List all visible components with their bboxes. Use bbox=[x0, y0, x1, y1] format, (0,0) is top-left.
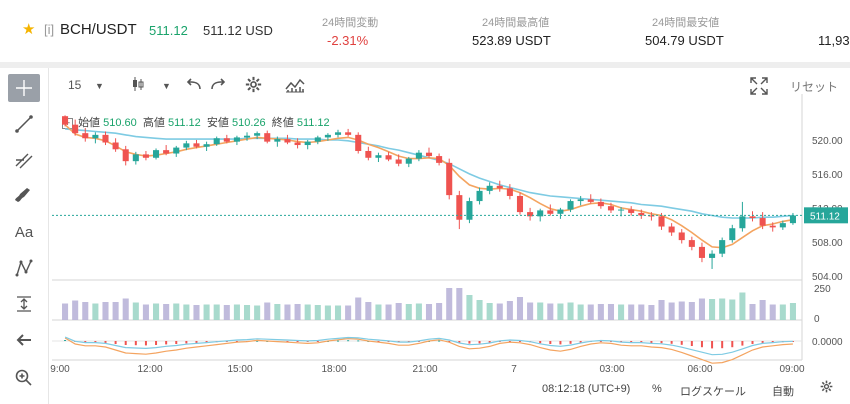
drawing-toolbar: Aa bbox=[0, 68, 49, 404]
pair-name[interactable]: BCH/USDT bbox=[60, 21, 137, 38]
ticker-header: ★ [i] BCH/USDT 511.12 511.12 USD 24時間変動 … bbox=[0, 0, 850, 62]
reset-button[interactable]: リセット bbox=[790, 80, 839, 94]
low-value: 510.26 bbox=[231, 117, 266, 129]
chart-settings-gear-icon[interactable] bbox=[820, 380, 833, 396]
percent-toggle[interactable]: % bbox=[652, 383, 662, 395]
close-label: 終値 bbox=[271, 117, 294, 129]
stat-high-value: 523.89 USDT bbox=[472, 33, 551, 48]
pair-tag: [i] bbox=[44, 22, 55, 37]
clock-time: 08:12:18 (UTC+9) bbox=[542, 383, 631, 395]
chart-type-chevron-icon[interactable]: ▼ bbox=[162, 81, 171, 91]
stat-change-label: 24時間変動 bbox=[322, 17, 379, 29]
stat-volume-value: 11,93 bbox=[818, 33, 850, 48]
stat-low-value: 504.79 USDT bbox=[645, 33, 724, 48]
zoom-icon[interactable] bbox=[8, 364, 40, 392]
text-tool-icon[interactable]: Aa bbox=[14, 223, 34, 241]
stat-low-label: 24時間最安値 bbox=[652, 17, 720, 29]
redo-icon[interactable] bbox=[210, 77, 226, 94]
settings-gear-icon[interactable] bbox=[245, 76, 262, 96]
legend-expand-icon[interactable]: + bbox=[62, 118, 73, 129]
undo-icon[interactable] bbox=[186, 77, 202, 94]
brush-tool-icon[interactable] bbox=[8, 182, 40, 210]
favorite-star-icon[interactable]: ★ bbox=[22, 21, 36, 38]
crosshair-tool-icon[interactable] bbox=[8, 74, 40, 102]
interval-select[interactable]: 15 bbox=[68, 78, 82, 92]
chevron-down-icon[interactable]: ▼ bbox=[95, 81, 104, 91]
low-label: 安値 bbox=[206, 117, 229, 129]
open-label: 始値 bbox=[78, 117, 101, 129]
back-arrow-icon[interactable] bbox=[8, 326, 40, 354]
ohlc-legend: + 始値 510.60 高値 511.12 安値 510.26 終値 511.1… bbox=[62, 114, 330, 130]
last-price: 511.12 bbox=[149, 23, 188, 38]
high-label: 高値 bbox=[142, 117, 165, 129]
fib-tool-icon[interactable] bbox=[8, 146, 40, 174]
trendline-tool-icon[interactable] bbox=[8, 110, 40, 138]
stat-high-label: 24時間最高値 bbox=[482, 17, 550, 29]
close-value: 511.12 bbox=[296, 117, 330, 129]
fullscreen-icon[interactable] bbox=[750, 77, 768, 98]
log-scale-toggle[interactable]: ログスケール bbox=[680, 386, 746, 398]
indicators-icon[interactable] bbox=[285, 77, 305, 96]
open-value: 510.60 bbox=[103, 117, 137, 129]
high-value: 511.12 bbox=[167, 117, 201, 129]
auto-scale-toggle[interactable]: 自動 bbox=[772, 386, 794, 398]
last-price-usd: 511.12 USD bbox=[203, 23, 273, 38]
candle-type-icon[interactable] bbox=[130, 76, 146, 95]
stat-change-value: -2.31% bbox=[327, 33, 369, 48]
pattern-tool-icon[interactable] bbox=[8, 254, 40, 282]
measure-tool-icon[interactable] bbox=[8, 290, 40, 318]
